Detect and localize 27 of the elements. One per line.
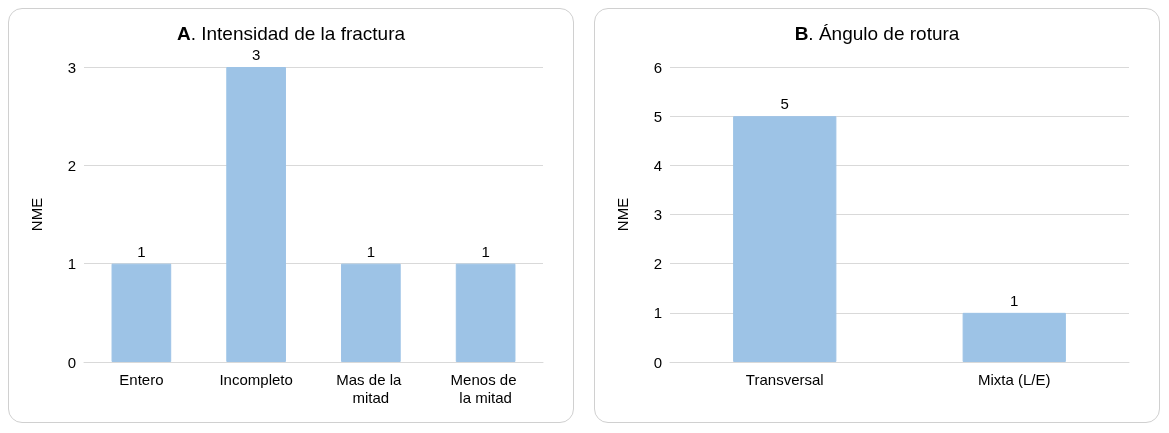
chart-title: A. Intensidad de la fractura (176, 23, 406, 44)
data-label: 3 (251, 46, 261, 63)
y-tick-label: 2 (67, 156, 76, 174)
y-tick-label: 1 (653, 304, 662, 322)
data-label: 1 (1010, 291, 1019, 309)
y-tick-label: 3 (67, 58, 76, 76)
y-axis-title: NME (28, 197, 45, 232)
y-axis-title: NME (614, 197, 631, 232)
y-tick-label: 6 (653, 58, 662, 76)
data-label: 1 (137, 242, 146, 260)
x-tick-label: Entero (119, 370, 164, 388)
y-tick-label: 5 (653, 107, 662, 125)
y-tick-label: 3 (653, 206, 662, 223)
x-tick-label: Transversal (745, 370, 824, 388)
data-label: 5 (780, 95, 789, 113)
x-tick-label: Mas de la mitad (336, 370, 406, 406)
x-tick-label: Incompleto (219, 370, 293, 388)
y-tick-label: 4 (653, 156, 662, 174)
data-label: 1 (481, 242, 490, 260)
chart-title: B. Ángulo de rotura (794, 23, 960, 44)
x-tick-label: Mixta (L/E) (977, 370, 1051, 388)
y-tick-label: 0 (67, 353, 76, 371)
y-tick-label: 0 (653, 353, 662, 371)
x-tick-label: Menos de la mitad (450, 370, 521, 406)
data-label: 1 (366, 242, 376, 260)
y-tick-label: 1 (67, 255, 76, 273)
y-tick-label: 2 (653, 255, 662, 273)
